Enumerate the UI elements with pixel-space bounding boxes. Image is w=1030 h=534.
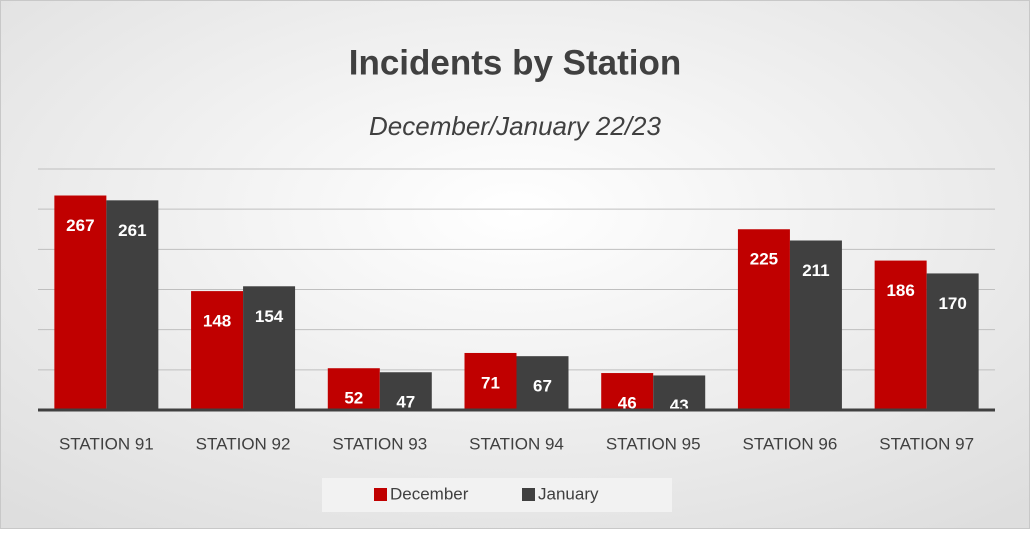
bar xyxy=(54,195,107,410)
data-label: 46 xyxy=(618,394,637,413)
bar xyxy=(601,373,654,410)
bar xyxy=(874,260,927,410)
data-label: 170 xyxy=(938,294,966,313)
bar xyxy=(379,372,432,410)
legend-swatch xyxy=(374,488,387,501)
data-label: 261 xyxy=(118,221,146,240)
x-tick-label: STATION 94 xyxy=(469,434,564,453)
data-label: 71 xyxy=(481,373,500,392)
data-label: 211 xyxy=(802,261,829,280)
bar xyxy=(926,273,979,410)
bar xyxy=(243,286,296,410)
x-tick-label: STATION 96 xyxy=(743,434,838,453)
x-tick-label: STATION 97 xyxy=(879,434,974,453)
bar xyxy=(464,352,517,410)
bar xyxy=(653,375,706,410)
x-tick-label: STATION 93 xyxy=(332,434,427,453)
data-label: 67 xyxy=(533,377,552,396)
bar xyxy=(106,200,159,410)
data-label: 52 xyxy=(344,389,363,408)
bar xyxy=(737,229,790,410)
x-tick-label: STATION 95 xyxy=(606,434,701,453)
bar xyxy=(516,356,569,410)
data-label: 148 xyxy=(203,312,231,331)
bar xyxy=(191,291,244,410)
data-label: 267 xyxy=(66,216,94,235)
x-tick-label: STATION 91 xyxy=(59,434,154,453)
x-tick-label: STATION 92 xyxy=(196,434,291,453)
legend-swatch xyxy=(522,488,535,501)
data-label: 47 xyxy=(396,393,415,412)
data-label: 154 xyxy=(255,307,284,326)
data-label: 43 xyxy=(670,396,689,415)
chart-title: Incidents by Station xyxy=(349,43,682,82)
data-label: 225 xyxy=(750,250,778,269)
data-label: 186 xyxy=(886,281,914,300)
chart-subtitle: December/January 22/23 xyxy=(369,111,661,141)
bar xyxy=(789,240,842,410)
legend-label: December xyxy=(390,484,469,503)
legend-label: January xyxy=(538,484,599,503)
bar xyxy=(327,368,380,410)
